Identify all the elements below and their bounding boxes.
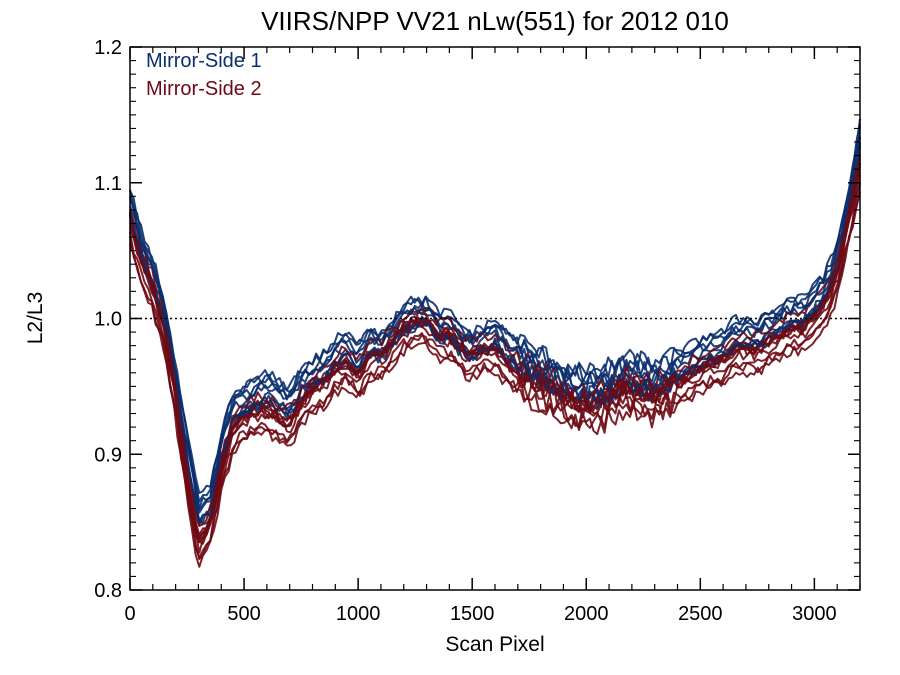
series-line-mirror-side-2 xyxy=(129,162,861,545)
y-tick-label: 0.9 xyxy=(94,444,122,466)
legend: Mirror-Side 1 Mirror-Side 2 xyxy=(146,50,262,100)
x-axis-label: Scan Pixel xyxy=(445,633,544,656)
x-tick-label: 0 xyxy=(124,603,135,625)
legend-entry-mirror-side-2: Mirror-Side 2 xyxy=(146,78,262,100)
y-tick-label: 1.0 xyxy=(94,309,122,331)
x-tick-label: 1000 xyxy=(336,603,381,625)
y-tick-label: 1.1 xyxy=(94,173,122,195)
series-line-mirror-side-2 xyxy=(129,184,861,559)
series-line-mirror-side-1 xyxy=(129,125,861,509)
series-line-mirror-side-1 xyxy=(129,136,861,511)
y-tick-label: 1.2 xyxy=(94,37,122,59)
series-line-mirror-side-1 xyxy=(129,118,861,494)
x-tick-label: 500 xyxy=(227,603,260,625)
x-tick-label: 2000 xyxy=(564,603,609,625)
series-group xyxy=(129,118,861,568)
ticks: 0 500 1000 1500 2000 2500 3000 0.8 0.9 1.0 1.1 1.2 xyxy=(94,37,861,625)
series-line-mirror-side-1 xyxy=(129,142,861,525)
series-line-mirror-side-2 xyxy=(129,174,861,554)
plot-area: 0 500 1000 1500 2000 2500 3000 0.8 0.9 1.0 1.1 1.2 xyxy=(94,37,861,625)
y-axis-label: L2/L3 xyxy=(24,292,47,345)
legend-entry-mirror-side-1: Mirror-Side 1 xyxy=(146,50,262,72)
x-tick-label: 3000 xyxy=(792,603,837,625)
x-tick-label: 1500 xyxy=(450,603,495,625)
y-tick-label: 0.8 xyxy=(94,580,122,602)
x-tick-label: 2500 xyxy=(678,603,723,625)
series-line-mirror-side-2 xyxy=(129,191,861,568)
chart-title: VIIRS/NPP VV21 nLw(551) for 2012 010 xyxy=(261,6,729,36)
series-line-mirror-side-2 xyxy=(129,154,861,527)
series-line-mirror-side-2 xyxy=(129,182,861,561)
series-line-mirror-side-2 xyxy=(129,166,861,544)
